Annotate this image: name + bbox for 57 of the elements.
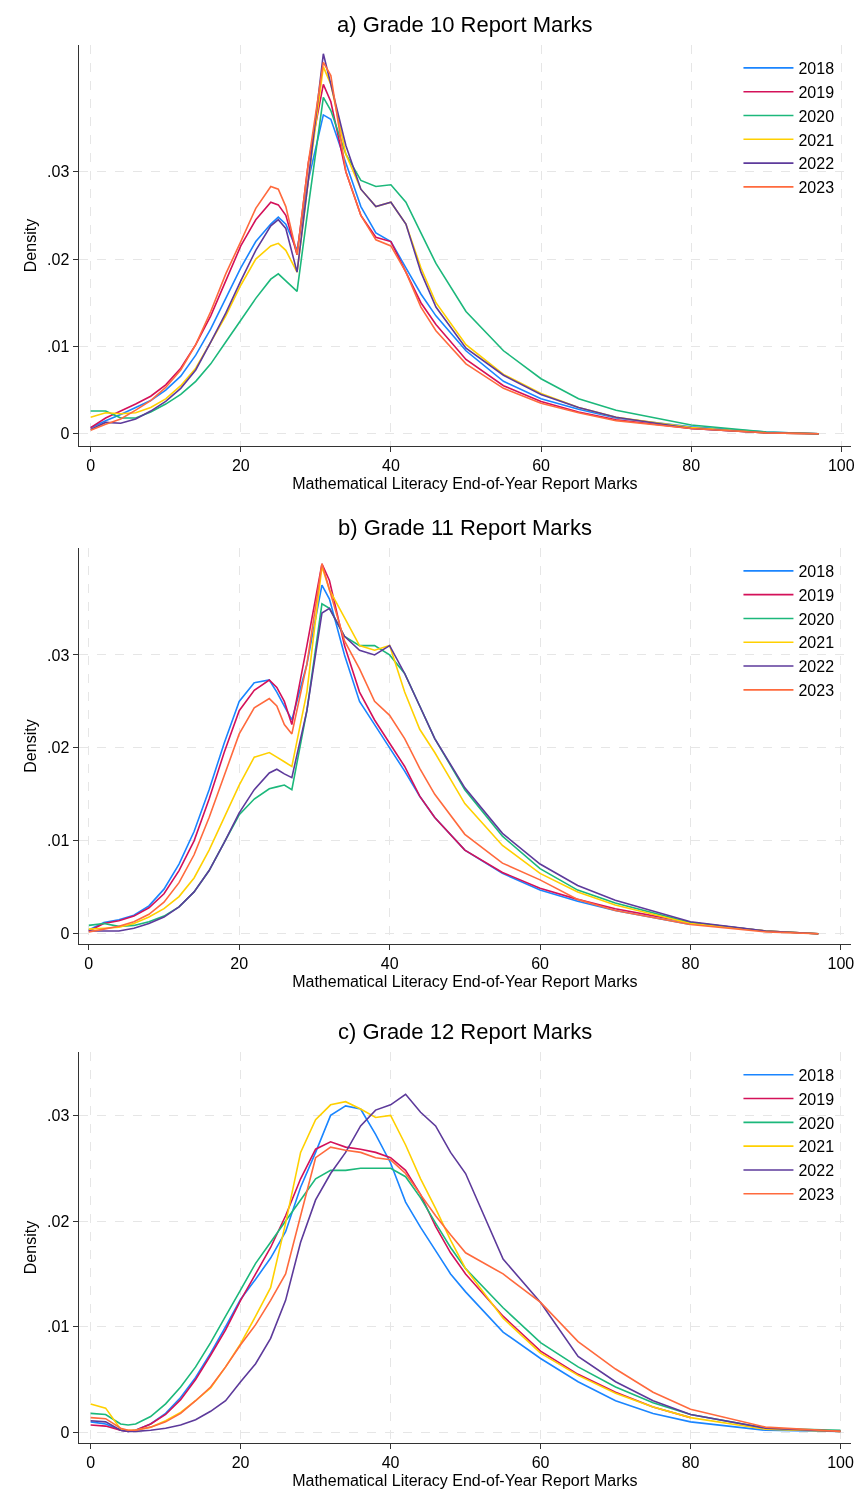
- y-tick-label: .03: [47, 163, 70, 181]
- legend-label: 2019: [798, 586, 835, 604]
- y-tick-label: 0: [60, 425, 70, 443]
- y-tick-label: .01: [47, 832, 70, 850]
- x-tick-label: 40: [382, 457, 400, 475]
- legend-label: 2018: [798, 60, 835, 78]
- y-tick-label: .02: [47, 739, 70, 757]
- y-tick-label: 0: [60, 1424, 70, 1442]
- y-tick-label: .02: [47, 1212, 70, 1230]
- x-tick-label: 20: [230, 955, 249, 973]
- x-tick-label: 80: [682, 457, 701, 475]
- legend-label: 2020: [798, 107, 835, 125]
- x-tick-label: 80: [681, 1454, 700, 1472]
- x-tick-label: 40: [380, 955, 399, 973]
- legend-label: 2021: [798, 1138, 835, 1156]
- x-tick-label: 0: [86, 457, 96, 475]
- x-tick-label: 100: [827, 457, 855, 475]
- legend-label: 2022: [798, 658, 835, 676]
- legend-label: 2019: [798, 83, 835, 101]
- y-axis-title: Density: [21, 719, 39, 773]
- legend-label: 2018: [798, 1067, 835, 1085]
- x-tick-label: 80: [681, 955, 700, 973]
- x-tick-label: 60: [531, 1454, 550, 1472]
- x-tick-label: 0: [86, 1454, 96, 1472]
- legend-label: 2018: [798, 563, 835, 581]
- x-tick-label: 0: [84, 955, 94, 973]
- legend-label: 2021: [798, 634, 835, 652]
- legend-label: 2022: [798, 155, 835, 173]
- legend-label: 2022: [798, 1162, 835, 1180]
- y-tick-label: .01: [47, 1318, 70, 1336]
- legend-label: 2020: [798, 610, 835, 628]
- x-axis-title: Mathematical Literacy End-of-Year Report Marks: [292, 1472, 638, 1489]
- chart-title: a) Grade 10 Report Marks: [337, 12, 593, 37]
- x-tick-label: 20: [231, 1454, 250, 1472]
- legend-label: 2020: [798, 1114, 835, 1132]
- legend-label: 2023: [798, 179, 835, 197]
- x-tick-label: 40: [381, 1454, 400, 1472]
- y-tick-label: .02: [47, 250, 70, 268]
- legend-label: 2019: [798, 1090, 835, 1108]
- y-tick-label: .03: [47, 1107, 70, 1125]
- chart-title: b) Grade 11 Report Marks: [338, 515, 592, 540]
- x-tick-label: 20: [231, 457, 250, 475]
- x-tick-label: 100: [827, 1454, 854, 1472]
- x-tick-label: 60: [531, 955, 550, 973]
- y-tick-label: 0: [60, 925, 70, 943]
- x-axis-title: Mathematical Literacy End-of-Year Report Marks: [292, 475, 638, 492]
- x-tick-label: 100: [827, 955, 855, 973]
- y-axis-title: Density: [21, 218, 39, 273]
- legend-label: 2023: [798, 682, 835, 700]
- x-tick-label: 60: [532, 457, 551, 475]
- y-tick-label: .01: [47, 338, 70, 356]
- legend-label: 2023: [798, 1186, 835, 1204]
- y-axis-title: Density: [21, 1220, 39, 1275]
- y-tick-label: .03: [47, 646, 70, 664]
- legend-label: 2021: [798, 131, 835, 149]
- x-axis-title: Mathematical Literacy End-of-Year Report Marks: [292, 973, 638, 990]
- chart-title: c) Grade 12 Report Marks: [338, 1019, 593, 1044]
